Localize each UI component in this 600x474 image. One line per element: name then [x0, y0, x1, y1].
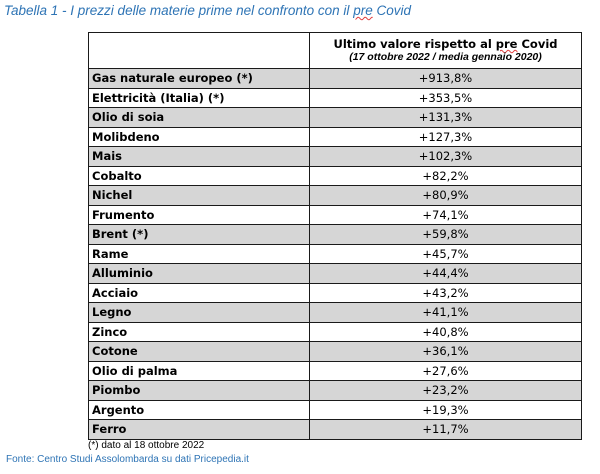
commodity-name: Acciaio	[88, 282, 310, 303]
source-note: Fonte: Centro Studi Assolombarda su dati…	[6, 454, 249, 465]
column-subtitle: (17 ottobre 2022 / media gennaio 2020)	[349, 51, 542, 63]
commodity-name: Frumento	[88, 204, 310, 225]
commodity-change-value: +45,7%	[309, 243, 582, 264]
table-row: Mais +102,3%	[88, 146, 582, 167]
caption-underlined-word: pre	[353, 3, 373, 18]
commodity-name: Olio di palma	[88, 360, 310, 381]
table-row: Nichel +80,9%	[88, 185, 582, 206]
table-row: Acciaio +43,2%	[88, 282, 582, 303]
commodity-name: Cotone	[88, 341, 310, 362]
table-row: Elettricità (Italia) (*) +353,5%	[88, 87, 582, 108]
commodity-change-value: +82,2%	[309, 165, 582, 186]
commodity-name: Alluminio	[88, 263, 310, 284]
table-row: Piombo +23,2%	[88, 380, 582, 401]
header-value-cell: Ultimo valore rispetto al pre Covid (17 …	[309, 32, 582, 69]
commodity-change-value: +36,1%	[309, 341, 582, 362]
commodity-name: Rame	[88, 243, 310, 264]
commodity-change-value: +44,4%	[309, 263, 582, 284]
commodity-change-value: +27,6%	[309, 360, 582, 381]
commodity-name: Piombo	[88, 380, 310, 401]
commodity-name: Zinco	[88, 321, 310, 342]
commodity-name: Argento	[88, 399, 310, 420]
commodity-change-value: +913,8%	[309, 68, 582, 89]
commodity-change-value: +353,5%	[309, 87, 582, 108]
commodity-change-value: +11,7%	[309, 419, 582, 440]
table-row: Olio di palma +27,6%	[88, 360, 582, 381]
table-row: Molibdeno +127,3%	[88, 126, 582, 147]
table-row: Rame +45,7%	[88, 243, 582, 264]
commodity-name: Nichel	[88, 185, 310, 206]
column-title-suffix: Covid	[517, 37, 558, 51]
table-row: Alluminio +44,4%	[88, 263, 582, 284]
commodity-change-value: +43,2%	[309, 282, 582, 303]
commodity-change-value: +59,8%	[309, 224, 582, 245]
table-header-row: Ultimo valore rispetto al pre Covid (17 …	[88, 32, 582, 69]
commodity-name: Olio di soia	[88, 107, 310, 128]
commodity-name: Brent (*)	[88, 224, 310, 245]
table-row: Cobalto +82,2%	[88, 165, 582, 186]
commodity-change-value: +127,3%	[309, 126, 582, 147]
footnote: (*) dato al 18 ottobre 2022	[88, 440, 205, 451]
commodity-change-value: +41,1%	[309, 302, 582, 323]
commodity-change-value: +102,3%	[309, 146, 582, 167]
table-row: Cotone +36,1%	[88, 341, 582, 362]
table-row: Argento +19,3%	[88, 399, 582, 420]
commodity-name: Legno	[88, 302, 310, 323]
price-table: Ultimo valore rispetto al pre Covid (17 …	[88, 32, 582, 440]
table-row: Gas naturale europeo (*) +913,8%	[88, 68, 582, 89]
column-title-prefix: Ultimo valore rispetto al	[333, 37, 496, 51]
commodity-name: Cobalto	[88, 165, 310, 186]
commodity-name: Elettricità (Italia) (*)	[88, 87, 310, 108]
table-row: Legno +41,1%	[88, 302, 582, 323]
commodity-change-value: +74,1%	[309, 204, 582, 225]
column-title: Ultimo valore rispetto al pre Covid	[310, 37, 581, 51]
table-body: Gas naturale europeo (*) +913,8% Elettrici…	[88, 68, 582, 440]
column-title-underlined: pre	[495, 37, 518, 51]
caption-suffix: Covid	[372, 3, 411, 18]
table-row: Olio di soia +131,3%	[88, 107, 582, 128]
commodity-name: Gas naturale europeo (*)	[88, 68, 310, 89]
header-empty-cell	[88, 32, 310, 69]
table-row: Brent (*) +59,8%	[88, 224, 582, 245]
commodity-change-value: +40,8%	[309, 321, 582, 342]
commodity-name: Mais	[88, 146, 310, 167]
commodity-change-value: +131,3%	[309, 107, 582, 128]
commodity-name: Molibdeno	[88, 126, 310, 147]
commodity-name: Ferro	[88, 419, 310, 440]
table-row: Frumento +74,1%	[88, 204, 582, 225]
caption-prefix: Tabella 1 - I prezzi delle materie prime…	[4, 3, 354, 18]
commodity-change-value: +23,2%	[309, 380, 582, 401]
commodity-change-value: +19,3%	[309, 399, 582, 420]
table-row: Zinco +40,8%	[88, 321, 582, 342]
commodity-change-value: +80,9%	[309, 185, 582, 206]
table-caption: Tabella 1 - I prezzi delle materie prime…	[4, 3, 411, 18]
table-row: Ferro +11,7%	[88, 419, 582, 440]
